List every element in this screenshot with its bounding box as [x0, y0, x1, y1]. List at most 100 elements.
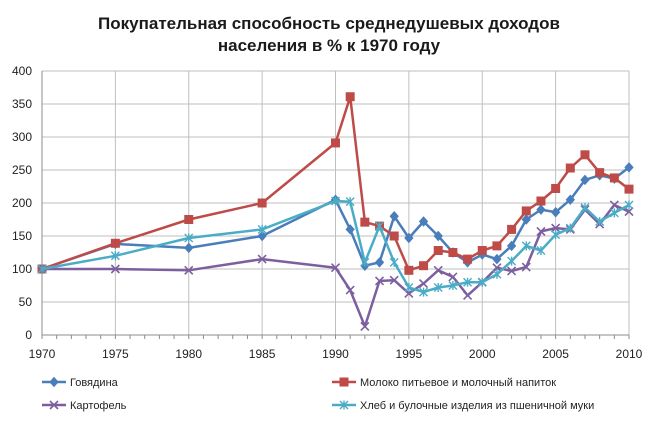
data-point	[433, 246, 443, 256]
data-point	[448, 248, 458, 257]
x-tick-label: 1975	[102, 347, 129, 361]
data-point	[507, 224, 517, 234]
y-tick-label: 150	[12, 229, 32, 243]
data-point	[110, 264, 120, 274]
data-point	[506, 240, 517, 252]
data-point	[550, 206, 561, 218]
legend-label: Говядина	[70, 377, 119, 389]
y-tick-label: 250	[12, 163, 32, 177]
data-point	[389, 275, 399, 285]
data-point	[521, 241, 531, 251]
y-tick-label: 300	[12, 130, 32, 144]
data-point	[433, 282, 443, 292]
chart-title-line-1: Покупательная способность среднедушевых …	[98, 14, 560, 33]
legend-label: Картофель	[70, 400, 127, 412]
legend-marker	[339, 377, 349, 387]
data-point	[477, 246, 487, 256]
data-point	[463, 277, 473, 287]
legend-label: Молоко питьевое и молочный напиток	[360, 377, 556, 389]
data-point	[521, 206, 531, 216]
data-point	[448, 281, 458, 290]
data-point	[37, 264, 47, 274]
data-point	[389, 257, 399, 267]
data-point	[184, 242, 194, 254]
data-point	[360, 321, 370, 331]
legend-entry: Хлеб и булочные изделия из пшеничной мук…	[332, 400, 594, 412]
legend-marker	[49, 400, 59, 410]
data-point	[492, 253, 502, 265]
legend-entry: Молоко питьевое и молочный напиток	[332, 377, 556, 389]
data-point	[433, 230, 443, 242]
chart-title-line-2: населения в % к 1970 году	[218, 36, 441, 55]
axes: 0 50 100 150 200 250 300 350 400 1970 1975 1980 1985…	[12, 64, 643, 361]
legend-entry: Картофель	[42, 400, 127, 412]
data-point	[360, 217, 370, 227]
data-point	[624, 200, 634, 210]
data-point	[184, 215, 194, 224]
y-tick-label: 100	[12, 262, 32, 276]
data-point	[521, 262, 531, 272]
data-point	[374, 276, 385, 286]
data-point	[389, 231, 399, 241]
x-tick-label: 1985	[249, 347, 276, 361]
data-point	[565, 223, 575, 233]
data-point	[507, 256, 517, 266]
data-point	[609, 200, 619, 210]
data-point	[110, 251, 120, 261]
series-4	[37, 196, 634, 297]
data-point	[418, 216, 429, 227]
data-point	[418, 278, 429, 289]
data-point	[477, 277, 487, 287]
data-point	[521, 214, 531, 225]
x-tick-label: 1995	[396, 347, 423, 361]
data-point	[404, 232, 414, 244]
data-point	[433, 265, 443, 275]
data-point	[463, 254, 473, 264]
y-tick-label: 200	[12, 196, 32, 210]
data-point	[110, 238, 120, 248]
data-point	[492, 269, 502, 279]
y-tick-label: 50	[19, 295, 33, 309]
data-point	[536, 204, 546, 215]
data-point	[565, 194, 575, 205]
x-tick-label: 1980	[175, 347, 202, 361]
data-point	[419, 261, 429, 271]
y-tick-label: 0	[25, 328, 32, 342]
data-point	[330, 263, 341, 273]
data-point	[257, 254, 267, 264]
legend-marker	[49, 376, 59, 388]
x-tick-label: 2010	[616, 347, 643, 361]
data-point	[404, 265, 414, 275]
data-point	[624, 162, 634, 173]
data-point	[580, 203, 590, 213]
x-tick-label: 1970	[29, 347, 56, 361]
data-series	[37, 92, 634, 331]
data-point	[345, 224, 355, 235]
x-tick-label: 2000	[469, 347, 496, 361]
y-tick-label: 350	[12, 97, 32, 111]
legend-marker	[339, 400, 349, 410]
data-point	[551, 183, 561, 193]
data-point	[492, 241, 502, 251]
data-point	[345, 92, 355, 102]
data-point	[536, 196, 546, 206]
data-point	[580, 174, 590, 186]
data-point	[565, 163, 575, 173]
data-point	[389, 210, 399, 222]
data-point	[184, 233, 194, 243]
data-point	[331, 138, 340, 148]
data-point	[257, 230, 267, 242]
data-point	[624, 184, 634, 194]
data-point	[595, 168, 605, 178]
series-2	[37, 92, 634, 275]
data-point	[345, 285, 355, 295]
data-point	[345, 197, 355, 207]
data-point	[374, 257, 385, 268]
data-point	[419, 287, 429, 297]
data-point	[404, 282, 414, 292]
x-tick-label: 1990	[322, 347, 349, 361]
data-point	[580, 150, 590, 160]
data-point	[463, 290, 473, 300]
data-point	[624, 207, 634, 217]
